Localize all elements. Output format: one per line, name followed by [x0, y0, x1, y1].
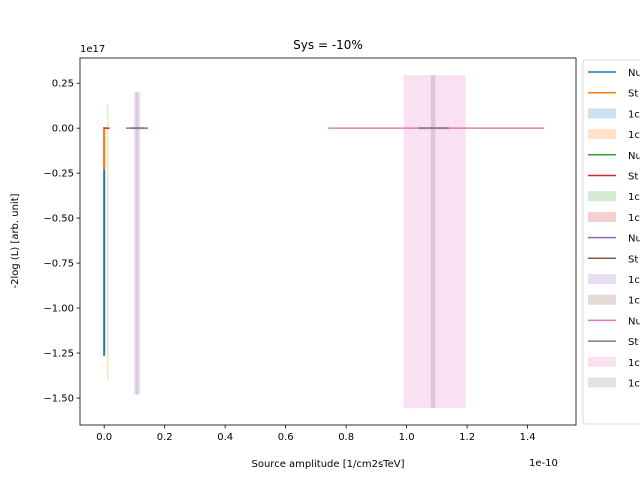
y-tick-label: 0.25: [52, 79, 74, 90]
x-tick-label: 1.4: [520, 432, 536, 443]
confidence-band-1: [430, 75, 436, 408]
confidence-band-0: [403, 75, 466, 408]
legend-label: 1c: [628, 192, 640, 203]
x-tick-label: 0.6: [278, 432, 294, 443]
legend-patch-swatch: [588, 191, 616, 202]
legend-patch-swatch: [588, 129, 616, 140]
legend-label: 1c: [628, 379, 640, 390]
x-tick-label: 0.0: [96, 432, 112, 443]
x-tick-label: 1.0: [399, 432, 415, 443]
y-axis-label: -2log (L) [arb. unit]: [10, 193, 21, 288]
x-tick-label: 0.2: [157, 432, 173, 443]
legend-label: 1c: [628, 296, 640, 307]
y-offset-label: 1e17: [80, 44, 105, 55]
confidence-band-2: [134, 92, 141, 395]
legend-patch-swatch: [588, 274, 616, 284]
x-tick-label: 0.4: [217, 432, 233, 443]
x-offset-label: 1e-10: [529, 458, 558, 469]
plot-frame: [79, 57, 577, 426]
legend-label: 1c: [628, 130, 640, 141]
x-axis-label: Source amplitude [1/cm2sTeV]: [252, 459, 405, 470]
x-tick-label: 1.2: [459, 432, 475, 443]
legend-label: St: [628, 172, 638, 183]
y-tick-label: −0.50: [43, 214, 74, 225]
y-tick-label: −0.75: [43, 259, 74, 270]
legend-patch-swatch: [588, 211, 616, 222]
legend-label: 1c: [628, 358, 640, 369]
legend-label: Nu: [628, 68, 640, 79]
legend-box: [582, 59, 640, 425]
legend-patch-swatch: [588, 108, 616, 119]
legend-label: St: [628, 337, 638, 348]
y-axis: 0.25 0.00 −0.25 −0.50 −0.75 −1.00 −1.25 −1.50: [43, 79, 80, 405]
legend-patch-swatch: [588, 294, 616, 305]
legend-label: Nu: [628, 316, 640, 327]
y-tick-label: −1.25: [43, 349, 74, 360]
chart-title: Sys = -10%: [293, 38, 363, 52]
legend-label: St: [628, 254, 638, 265]
legend: Nu St 1c 1c Nu St 1c 1c Nu St 1c 1c Nu St 1c 1c: [582, 59, 640, 425]
legend-label: 1c: [628, 109, 640, 120]
y-tick-label: −1.50: [43, 394, 74, 405]
y-tick-label: −0.25: [43, 169, 74, 180]
legend-patch-swatch: [588, 377, 616, 388]
y-tick-label: −1.00: [43, 304, 74, 315]
confidence-band-3: [135, 92, 139, 395]
y-tick-label: 0.00: [52, 124, 74, 135]
x-axis: 0.0 0.2 0.4 0.6 0.8 1.0 1.2 1.4: [96, 425, 536, 443]
legend-label: St: [628, 89, 638, 100]
legend-label: Nu: [628, 151, 640, 162]
plot-area: [103, 75, 545, 408]
legend-label: 1c: [628, 275, 640, 286]
legend-patch-swatch: [588, 356, 616, 367]
legend-label: Nu: [628, 234, 640, 245]
x-tick-label: 0.8: [338, 432, 354, 443]
legend-label: 1c: [628, 213, 640, 224]
